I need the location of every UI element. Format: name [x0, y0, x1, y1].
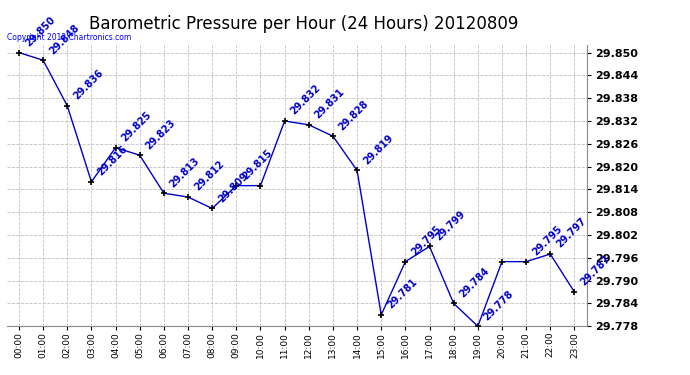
Text: 29.813: 29.813	[168, 155, 201, 189]
Text: 29.816: 29.816	[96, 144, 129, 178]
Text: 29.836: 29.836	[72, 68, 105, 102]
Text: 29.799: 29.799	[434, 209, 467, 242]
Text: 29.815: 29.815	[241, 148, 274, 182]
Text: 29.778: 29.778	[482, 288, 515, 322]
Text: 29.787: 29.787	[579, 254, 612, 288]
Text: 29.848: 29.848	[48, 22, 81, 56]
Text: 29.797: 29.797	[555, 216, 588, 250]
Text: Copyright 2012 Chartronics.com: Copyright 2012 Chartronics.com	[7, 33, 131, 42]
Text: 29.781: 29.781	[386, 277, 419, 310]
Text: 29.832: 29.832	[289, 83, 322, 117]
Text: 29.809: 29.809	[217, 171, 250, 204]
Text: 29.784: 29.784	[458, 266, 491, 299]
Text: 29.850: 29.850	[23, 15, 57, 48]
Text: Pressure  (Inches/Hg): Pressure (Inches/Hg)	[444, 20, 563, 29]
Text: Barometric Pressure per Hour (24 Hours) 20120809: Barometric Pressure per Hour (24 Hours) …	[89, 15, 518, 33]
Text: 29.825: 29.825	[120, 110, 153, 144]
Text: 29.812: 29.812	[193, 159, 226, 193]
Text: 29.819: 29.819	[362, 133, 395, 166]
Text: 29.795: 29.795	[410, 224, 443, 258]
Text: 29.828: 29.828	[337, 98, 371, 132]
Text: 29.823: 29.823	[144, 117, 177, 151]
Text: 29.795: 29.795	[531, 224, 564, 258]
Text: 29.831: 29.831	[313, 87, 346, 121]
